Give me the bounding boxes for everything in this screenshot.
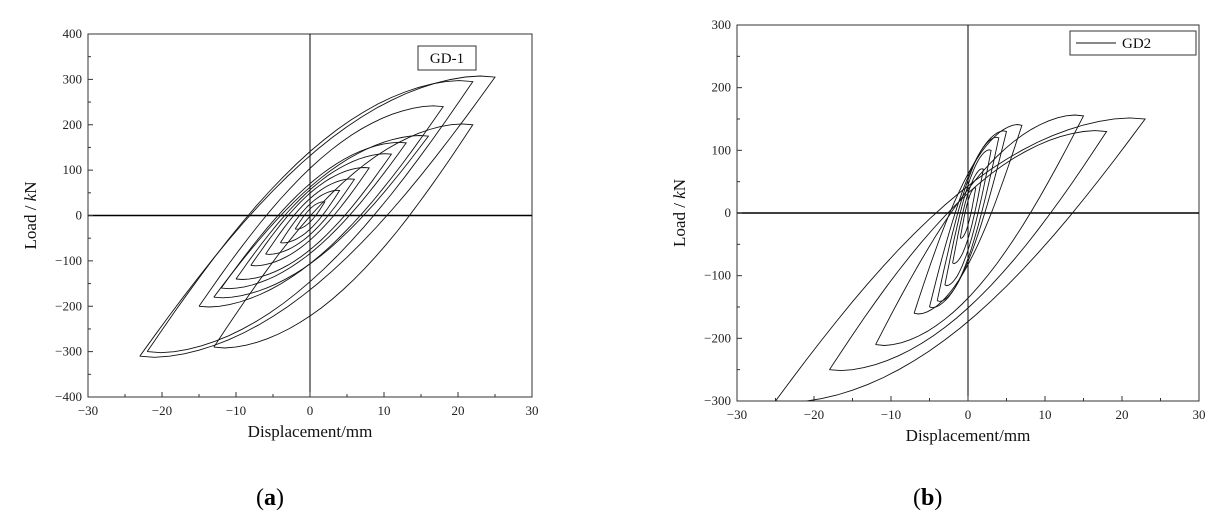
y-tick-label: −200 (704, 330, 731, 345)
hysteresis-loop-9 (213, 123, 474, 349)
hysteresis-loop-5 (929, 130, 1008, 309)
x-tick-label: 30 (1193, 407, 1206, 422)
y-tick-label: 400 (63, 26, 83, 41)
y-tick-label: 200 (63, 117, 83, 132)
y-tick-label: −300 (704, 393, 731, 408)
caption-b: (b) (913, 485, 943, 511)
x-tick-label: 30 (526, 403, 539, 418)
x-tick-label: −10 (881, 407, 901, 422)
y-tick-label: 100 (63, 162, 83, 177)
x-tick-label: −10 (226, 403, 246, 418)
x-axis-label: Displacement/mm (906, 426, 1031, 445)
hysteresis-loop-6 (913, 124, 1023, 315)
x-axis-label: Displacement/mm (248, 422, 373, 441)
y-tick-label: 0 (76, 208, 83, 223)
x-tick-label: 20 (1116, 407, 1129, 422)
hysteresis-loop-7 (213, 135, 430, 299)
hysteresis-loop-6 (220, 141, 408, 290)
y-tick-label: 200 (712, 80, 732, 95)
y-tick-label: −300 (55, 344, 82, 359)
chart-panel-a: −30 −20 −10 0 10 20 30−400−300−200−10001002003… (21, 26, 539, 441)
hysteresis-loop-4 (250, 167, 371, 267)
y-tick-label: 300 (63, 71, 83, 86)
y-tick-label: −400 (55, 389, 82, 404)
chart-panel-b: −30 −20 −10 0 10 20 30−300−200−1000100200300Di… (670, 17, 1206, 445)
caption-a: (a) (256, 485, 284, 511)
y-tick-label: −100 (55, 253, 82, 268)
hysteresis-loop-3 (944, 149, 992, 287)
hysteresis-curves (775, 114, 1146, 401)
y-tick-label: 0 (725, 205, 732, 220)
hysteresis-loop-7 (875, 114, 1085, 346)
y-axis-label: Load / kN (670, 179, 689, 247)
x-tick-label: −20 (152, 403, 172, 418)
y-tick-label: 300 (712, 17, 732, 32)
y-tick-label: −100 (704, 268, 731, 283)
legend-label: GD-1 (430, 51, 464, 67)
x-tick-label: −30 (727, 407, 747, 422)
x-tick-label: 20 (452, 403, 465, 418)
legend-label: GD2 (1122, 36, 1151, 52)
y-tick-label: −200 (55, 298, 82, 313)
hysteresis-loop-1 (294, 201, 326, 230)
hysteresis-loop-10 (146, 80, 474, 354)
hysteresis-loop-11 (139, 75, 496, 358)
hysteresis-curves (139, 75, 496, 358)
hysteresis-loop-1 (959, 187, 977, 239)
hysteresis-loop-8 (198, 105, 445, 308)
x-tick-label: 10 (1039, 407, 1052, 422)
hysteresis-loop-3 (265, 178, 356, 255)
hysteresis-loop-2 (952, 168, 984, 264)
hysteresis-loop-9 (775, 117, 1146, 401)
y-axis-label: Load / kN (21, 182, 40, 250)
legend-box (417, 45, 477, 71)
hysteresis-loop-8 (829, 130, 1108, 372)
hysteresis-loop-5 (235, 153, 393, 280)
y-tick-label: 100 (712, 142, 732, 157)
x-tick-label: 0 (965, 407, 972, 422)
hysteresis-loop-2 (280, 189, 341, 244)
x-tick-label: −20 (804, 407, 824, 422)
x-tick-label: −30 (78, 403, 98, 418)
x-tick-label: 10 (378, 403, 391, 418)
x-tick-label: 0 (307, 403, 314, 418)
